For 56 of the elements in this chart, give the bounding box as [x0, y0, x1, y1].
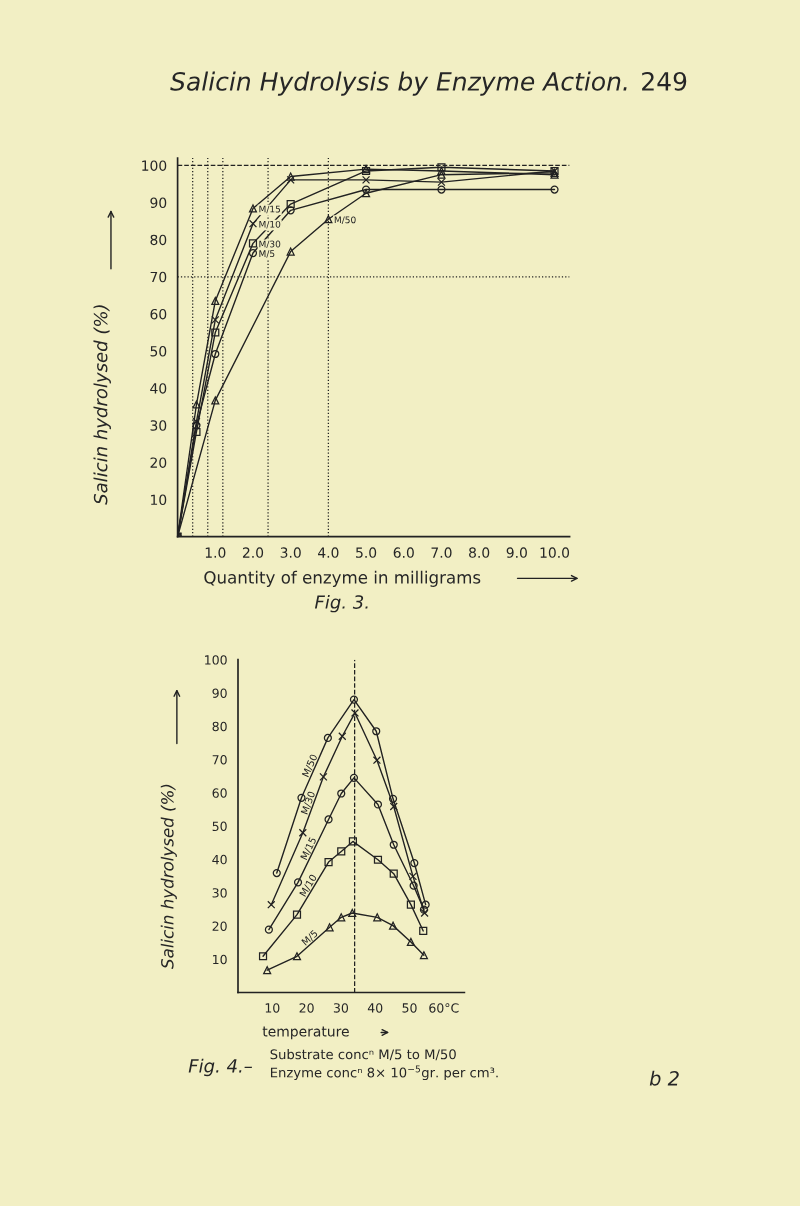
- y-tick-label: 30: [212, 888, 227, 898]
- x-tick-label: 10.0: [540, 547, 570, 558]
- text: Salicin Hydrolysis by Enzyme Action.: [170, 71, 627, 96]
- series-label: M/30: [259, 240, 281, 249]
- x-tick-label: 20: [299, 1003, 314, 1013]
- y-tick-label: 20: [212, 921, 227, 931]
- y-tick-label: 20: [150, 457, 167, 468]
- y-tick-label: 10: [151, 494, 167, 506]
- x-tick-label: 1.0: [205, 547, 226, 558]
- text: b 2: [649, 1070, 679, 1086]
- y-tick-label: 90: [212, 688, 227, 698]
- series-label: M/10: [259, 220, 281, 229]
- series-label: M/5: [259, 250, 275, 258]
- x-tick-label: 9.0: [506, 547, 527, 558]
- y-tick-label: 40: [212, 854, 227, 865]
- x-tick-label: 6.0: [393, 547, 414, 558]
- y-tick-label: 100: [142, 160, 167, 171]
- y-tick-label: 30: [150, 420, 167, 431]
- text: Fig. 4.–: [188, 1058, 253, 1077]
- y-tick-label: 10: [213, 954, 227, 965]
- y-axis-title: Salicin hydrolysed (%): [93, 305, 111, 505]
- y-tick-label: 60: [212, 788, 227, 798]
- series-label: M/50: [334, 216, 356, 224]
- text: Fig. 3.: [314, 594, 368, 613]
- y-tick-label: 60: [150, 308, 167, 320]
- text: Substrate concⁿ M/5 to M/50: [270, 1049, 456, 1061]
- x-tick-label: 5.0: [356, 547, 377, 558]
- x-tick-label: 30: [333, 1003, 349, 1013]
- y-tick-label: 50: [150, 346, 167, 357]
- y-tick-label: 100: [205, 655, 227, 665]
- y-tick-label: 40: [150, 383, 167, 394]
- series-label: M/15: [259, 205, 281, 214]
- text: M/50: [301, 753, 319, 778]
- text: 249: [642, 71, 687, 91]
- text: M/15: [300, 836, 318, 861]
- y-tick-label: 50: [212, 821, 227, 832]
- y-tick-label: 90: [150, 197, 167, 209]
- x-tick-label: 2.0: [242, 547, 264, 558]
- y-tick-label: 70: [150, 271, 167, 283]
- x-tick-label: 10: [265, 1003, 280, 1013]
- x-axis-title: Quantity of enzyme in milligrams: [204, 570, 481, 587]
- y-tick-label: 80: [150, 234, 167, 246]
- x-tick-label: 8.0: [469, 547, 490, 558]
- text: M/5: [301, 929, 319, 947]
- x-tick-label: 50: [402, 1003, 417, 1013]
- y-axis-title: Salicin hydrolysed (%): [160, 784, 177, 969]
- x-tick-label: 3.0: [280, 547, 301, 558]
- text: Enzyme concⁿ 8× 10$^{−5}$gr. per cm³.: [270, 1065, 498, 1081]
- y-tick-label: 70: [212, 755, 227, 765]
- x-tick-label: 7.0: [431, 547, 452, 558]
- text: M/30: [300, 790, 316, 815]
- y-tick-label: 80: [212, 721, 227, 732]
- x-tick-label: 4.0: [318, 547, 339, 558]
- x-tick-label: 60°C: [429, 1003, 459, 1013]
- x-axis-title: temperature: [262, 1026, 349, 1040]
- x-tick-label: 40: [367, 1003, 383, 1013]
